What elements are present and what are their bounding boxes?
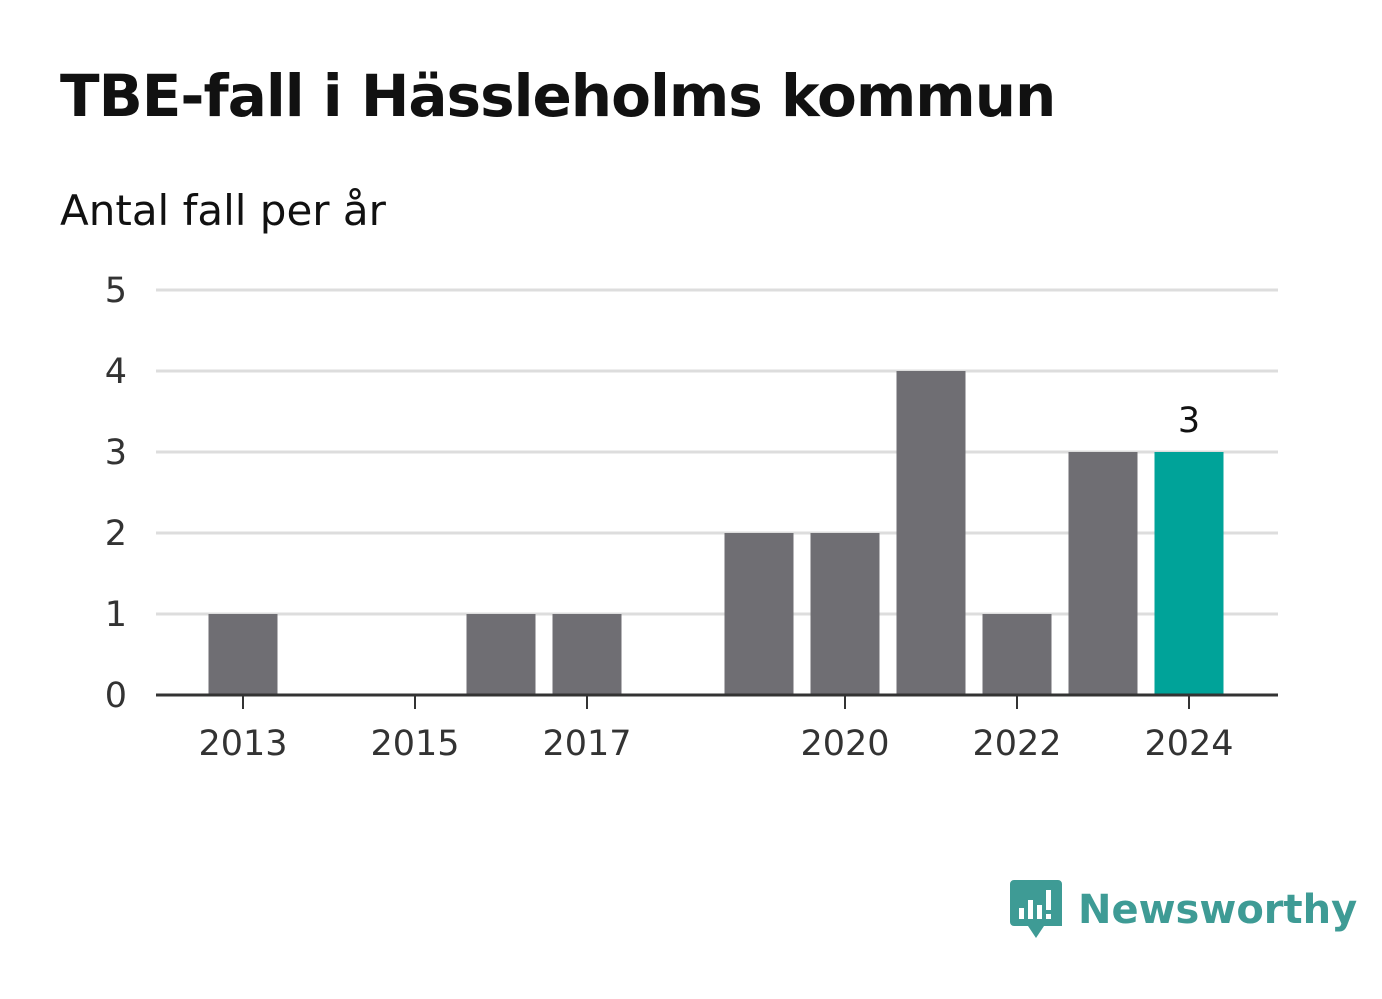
bar-2020 <box>810 533 880 695</box>
newsworthy-logo-icon <box>1010 880 1062 938</box>
bar-2019 <box>724 533 794 695</box>
x-tick-label: 2017 <box>542 724 631 764</box>
y-tick-label: 2 <box>105 514 127 554</box>
bar-2017 <box>552 614 622 695</box>
x-tick-label: 2020 <box>800 724 889 764</box>
chart-subtitle: Antal fall per år <box>60 186 386 235</box>
bar-2022 <box>982 614 1052 695</box>
data-label: 3 <box>1178 401 1200 441</box>
chart-title: TBE-fall i Hässleholms kommun <box>60 62 1056 130</box>
y-tick-label: 1 <box>105 595 127 635</box>
x-tick-label: 2013 <box>198 724 287 764</box>
x-tick-label: 2024 <box>1144 724 1233 764</box>
bar-2023 <box>1068 452 1138 695</box>
bar-2016 <box>466 614 536 695</box>
y-tick-label: 0 <box>105 676 127 716</box>
y-tick-label: 4 <box>105 352 127 392</box>
x-tick-label: 2015 <box>370 724 459 764</box>
x-tick-label: 2022 <box>972 724 1061 764</box>
brand-name: Newsworthy <box>1078 887 1358 933</box>
brand-logo: Newsworthy <box>1010 878 1357 942</box>
bar-2021 <box>896 371 966 695</box>
y-tick-label: 5 <box>105 271 127 311</box>
y-tick-label: 3 <box>105 433 127 473</box>
bar-2013 <box>208 614 278 695</box>
bar-2024 <box>1154 452 1224 695</box>
